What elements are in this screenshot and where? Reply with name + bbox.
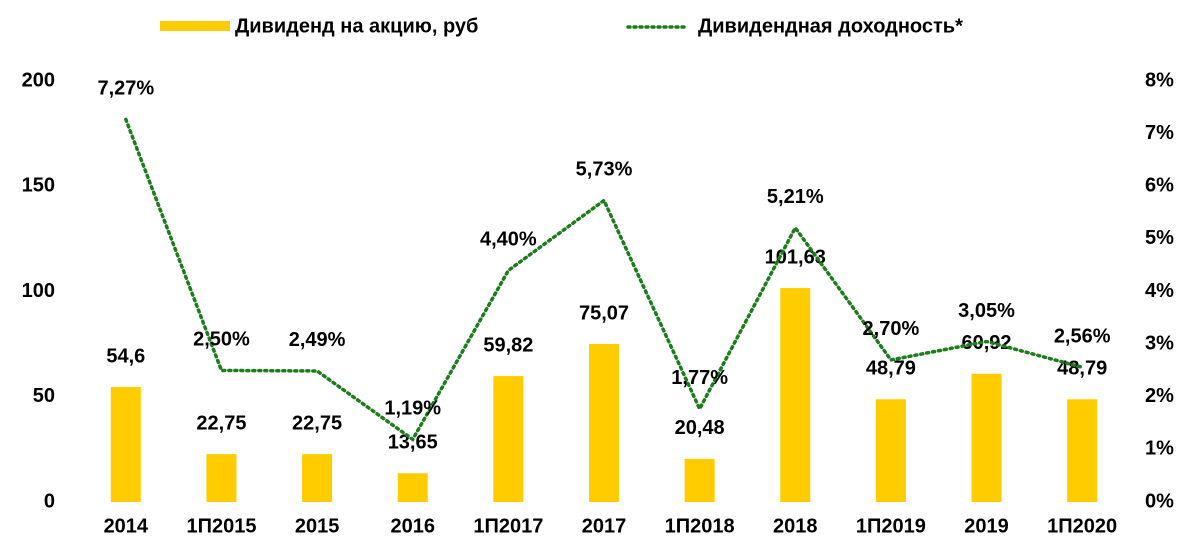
- y2-tick-label: 2%: [1145, 385, 1174, 407]
- y2-tick-label: 6%: [1145, 175, 1174, 197]
- bar-value-label: 75,07: [579, 302, 629, 324]
- y2-tick-label: 5%: [1145, 227, 1174, 249]
- line-value-label: 1,77%: [671, 367, 728, 389]
- y-tick-label: 150: [22, 175, 55, 197]
- legend-label: Дивиденд на акцию, руб: [235, 15, 478, 37]
- y-tick-label: 100: [22, 280, 55, 302]
- y2-tick-label: 4%: [1145, 280, 1174, 302]
- y2-tick-label: 3%: [1145, 332, 1174, 354]
- bar-value-label: 59,82: [483, 334, 533, 356]
- bar: [397, 473, 428, 502]
- line-value-label: 2,70%: [863, 318, 920, 340]
- line-value-label: 2,56%: [1054, 326, 1111, 348]
- bar: [684, 458, 715, 502]
- bar-value-label: 20,48: [675, 417, 725, 439]
- y2-tick-label: 8%: [1145, 69, 1174, 91]
- bar-value-label: 48,79: [866, 358, 916, 380]
- line-value-label: 3,05%: [958, 300, 1015, 322]
- x-tick-label: 1П2017: [473, 515, 543, 537]
- bar: [589, 343, 619, 502]
- line-value-label: 5,21%: [767, 186, 824, 208]
- line-value-label: 5,73%: [576, 159, 633, 181]
- bar: [1067, 399, 1098, 502]
- legend-label: Дивидендная доходность*: [698, 15, 963, 37]
- line-series: [124, 117, 1084, 442]
- y-tick-label: 200: [22, 69, 55, 91]
- line-value-label: 1,19%: [384, 398, 441, 420]
- y-tick-label: 50: [33, 385, 55, 407]
- x-tick-label: 1П2015: [186, 515, 256, 537]
- bar-value-label: 101,63: [765, 246, 826, 268]
- x-tick-label: 2019: [964, 515, 1009, 537]
- line-value-label: 2,49%: [289, 329, 346, 351]
- x-tick-label: 1П2020: [1047, 515, 1117, 537]
- x-tick-label: 2014: [104, 515, 149, 537]
- bar: [971, 373, 1002, 502]
- y2-tick-label: 1%: [1145, 438, 1174, 460]
- bar: [875, 399, 906, 502]
- y-tick-label: 0: [44, 490, 55, 512]
- x-tick-label: 2017: [582, 515, 627, 537]
- bar-value-label: 54,6: [106, 345, 145, 367]
- bar: [493, 376, 524, 502]
- x-tick-label: 1П2018: [665, 515, 735, 537]
- line-value-label: 7,27%: [97, 78, 154, 100]
- bar: [780, 288, 811, 502]
- x-tick-label: 2016: [390, 515, 435, 537]
- bar: [302, 454, 333, 502]
- bar-value-label: 22,75: [292, 412, 342, 434]
- bar-value-label: 22,75: [196, 412, 246, 434]
- line-value-label: 4,40%: [480, 229, 537, 251]
- y2-tick-label: 0%: [1145, 490, 1174, 512]
- line-value-label: 2,50%: [193, 329, 250, 351]
- x-tick-label: 2015: [295, 515, 340, 537]
- bar: [206, 454, 237, 502]
- legend-swatch: [160, 21, 230, 31]
- bar: [110, 387, 141, 502]
- bar-value-label: 48,79: [1057, 358, 1107, 380]
- x-tick-label: 2018: [773, 515, 818, 537]
- x-tick-label: 1П2019: [856, 515, 926, 537]
- y2-tick-label: 7%: [1145, 122, 1174, 144]
- bar-value-label: 13,65: [388, 432, 438, 454]
